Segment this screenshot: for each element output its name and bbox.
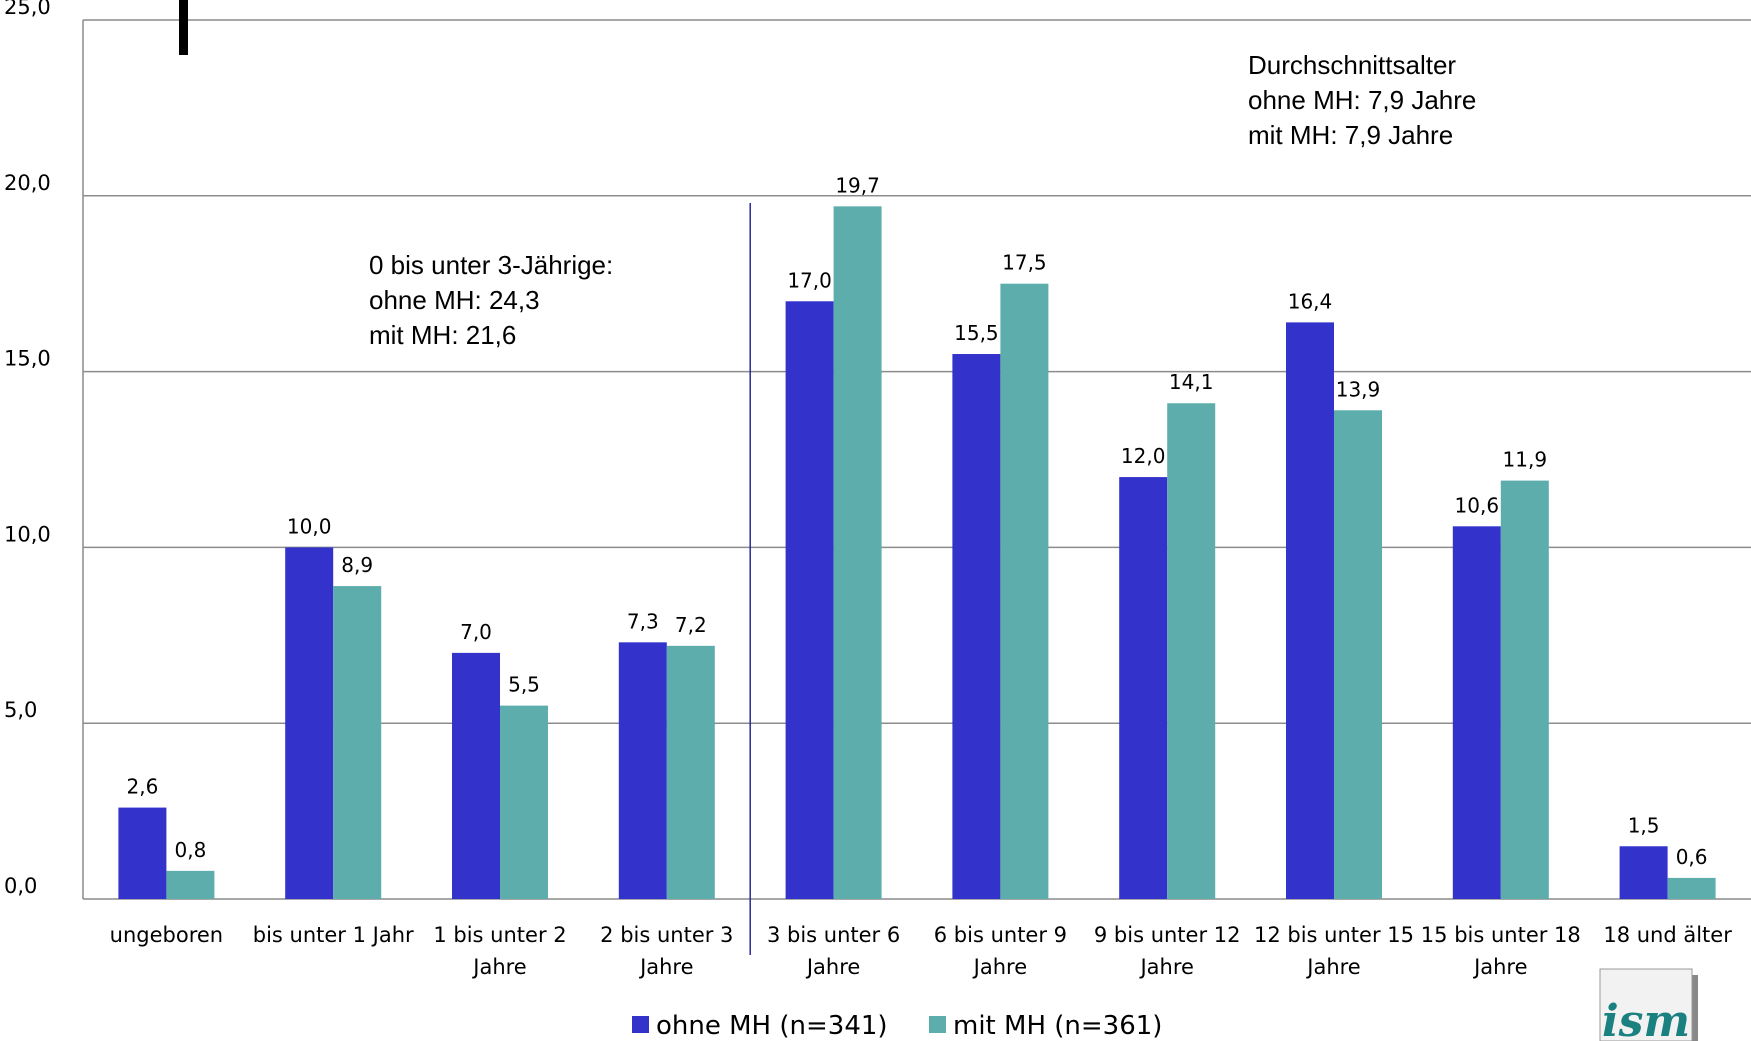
category-label: Jahre	[638, 955, 693, 979]
category-label: bis unter 1 Jahr	[253, 923, 414, 947]
legend-swatch-ohne-mh	[632, 1016, 649, 1033]
data-label: 7,2	[675, 613, 707, 637]
bar-ohne-mh	[618, 642, 667, 899]
category-label: 3 bis unter 6	[767, 923, 900, 947]
bar-ohne-mh	[1619, 846, 1668, 899]
data-label: 7,0	[460, 620, 492, 644]
data-label: 10,6	[1455, 493, 1500, 517]
category-label: Jahre	[972, 955, 1027, 979]
bar-ohne-mh	[1452, 526, 1501, 899]
category-label: 15 bis unter 18	[1421, 923, 1581, 947]
data-label: 19,7	[835, 173, 880, 197]
annotation-age-average-line: Durchschnittsalter	[1248, 50, 1456, 80]
bar-ohne-mh	[452, 652, 500, 899]
bar-mit-mh	[500, 705, 548, 899]
data-label: 14,1	[1169, 370, 1214, 394]
bar-mit-mh	[166, 870, 215, 899]
y-tick-label: 20,0	[4, 171, 51, 195]
bar-ohne-mh	[285, 547, 334, 899]
y-tick-label: 25,0	[4, 0, 51, 19]
category-label: 12 bis unter 15	[1254, 923, 1414, 947]
bar-ohne-mh	[1286, 322, 1334, 900]
bar-ohne-mh	[952, 354, 1001, 899]
data-label: 17,5	[1002, 251, 1047, 275]
category-label: Jahre	[1472, 955, 1527, 979]
bar-mit-mh	[1667, 877, 1716, 899]
data-label: 16,4	[1288, 289, 1333, 313]
category-label: 1 bis unter 2	[433, 923, 566, 947]
legend-label-mit-mh: mit MH (n=361)	[953, 1011, 1162, 1041]
category-label: Jahre	[1138, 955, 1193, 979]
annotation-under3: 0 bis unter 3-Jährige: ohne MH: 24,3 mit…	[369, 250, 613, 350]
bar-mit-mh	[1500, 480, 1549, 899]
category-label: 9 bis unter 12	[1094, 923, 1241, 947]
data-label: 7,3	[627, 609, 659, 633]
legend: ohne MH (n=341) mit MH (n=361)	[632, 1011, 1162, 1041]
y-tick-label: 10,0	[4, 522, 51, 546]
category-label: 2 bis unter 3	[600, 923, 733, 947]
ism-logo: ism	[1599, 968, 1698, 1041]
bar-ohne-mh	[118, 807, 167, 899]
annotation-age-average-line: mit MH: 7,9 Jahre	[1248, 120, 1453, 150]
bar-mit-mh	[666, 645, 715, 899]
data-label: 2,6	[126, 775, 158, 799]
data-label: 11,9	[1503, 448, 1548, 472]
annotation-age-average-line: ohne MH: 7,9 Jahre	[1248, 85, 1476, 115]
annotation-under3-line: 0 bis unter 3-Jährige:	[369, 250, 613, 280]
category-label: Jahre	[805, 955, 860, 979]
bars	[118, 206, 1716, 900]
legend-swatch-mit-mh	[929, 1016, 946, 1033]
legend-label-ohne-mh: ohne MH (n=341)	[656, 1011, 888, 1041]
y-tick-label: 0,0	[4, 874, 37, 898]
category-label: ungeboren	[110, 923, 223, 947]
y-tick-label: 5,0	[4, 698, 37, 722]
data-label: 1,5	[1628, 813, 1660, 837]
data-label: 12,0	[1121, 444, 1166, 468]
data-label: 0,6	[1676, 845, 1708, 869]
data-label: 15,5	[954, 321, 999, 345]
category-label: Jahre	[471, 955, 526, 979]
category-label: 18 und älter	[1603, 923, 1732, 947]
bar-mit-mh	[333, 586, 382, 899]
data-labels: 2,6 0,8 10,0 8,9 7,0 5,5 7,3 7,2 17,0 19,7 15,5 17,…	[126, 173, 1707, 869]
bar-mit-mh	[1334, 410, 1382, 899]
ism-logo-text: ism	[1602, 996, 1690, 1041]
category-labels: ungeboren bis unter 1 Jahr 1 bis unter 2 Ja…	[110, 923, 1733, 979]
category-label: 6 bis unter 9	[934, 923, 1067, 947]
data-label: 0,8	[174, 838, 206, 862]
bar-ohne-mh	[1119, 477, 1168, 899]
data-label: 10,0	[287, 514, 332, 538]
annotation-under3-line: mit MH: 21,6	[369, 320, 516, 350]
data-label: 17,0	[787, 268, 832, 292]
annotation-under3-line: ohne MH: 24,3	[369, 285, 540, 315]
bar-ohne-mh	[785, 301, 834, 899]
annotation-age-average: Durchschnittsalter ohne MH: 7,9 Jahre mi…	[1248, 50, 1476, 150]
y-axis-ticks: 0,0 5,0 10,0 15,0 20,0 25,0	[4, 0, 51, 898]
bar-mit-mh	[1000, 283, 1049, 899]
bar-mit-mh	[833, 206, 882, 899]
data-label: 8,9	[341, 553, 373, 577]
corner-mark	[179, 0, 188, 55]
category-label: Jahre	[1305, 955, 1360, 979]
data-label: 13,9	[1336, 377, 1381, 401]
data-label: 5,5	[508, 673, 540, 697]
bar-mit-mh	[1167, 403, 1216, 899]
y-tick-label: 15,0	[4, 347, 51, 371]
